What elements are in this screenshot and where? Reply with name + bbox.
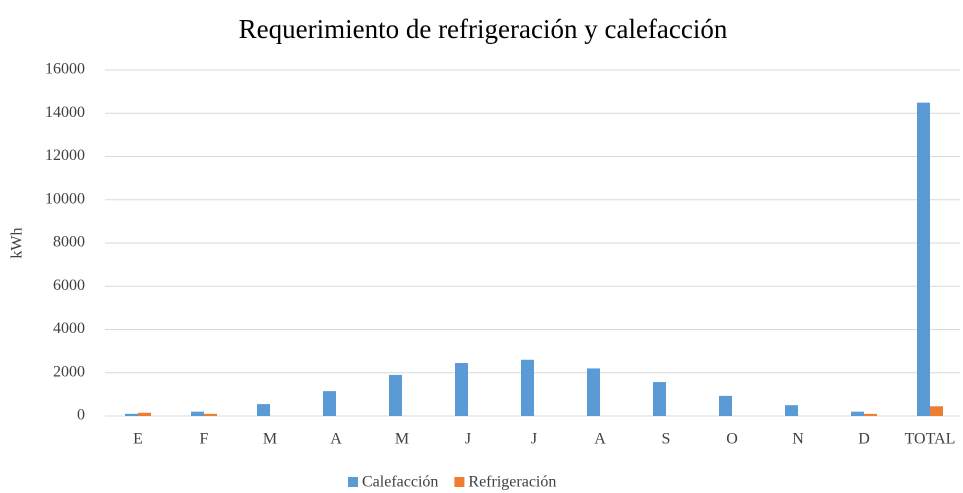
bar [191,411,204,416]
bar [389,374,402,416]
x-tick-label: J [465,431,471,448]
bar [864,413,877,416]
x-tick-label: E [133,431,143,448]
y-tick-label: 16000 [45,61,85,78]
bar [851,411,864,416]
x-tick-label: A [594,431,606,448]
x-tick-label: O [726,431,738,448]
legend-swatch [454,477,465,487]
y-tick-label: 14000 [45,104,85,121]
y-tick-label: 10000 [45,190,85,207]
bar [323,391,336,416]
bar [257,404,270,416]
bar [125,413,138,416]
y-tick-label: 8000 [53,234,85,251]
x-tick-label: S [662,431,671,448]
x-tick-label: F [200,431,209,448]
bar [138,412,151,416]
legend-label: Calefacción [362,474,438,491]
legend-swatch [348,477,358,487]
bar [785,405,798,416]
bar [653,382,666,416]
chart-title: Requerimiento de refrigeración y calefac… [239,14,728,44]
y-tick-label: 0 [77,407,85,424]
x-tick-label: J [531,431,537,448]
x-tick-label: A [330,431,342,448]
bar [521,359,534,416]
bar [455,363,468,416]
legend-label: Refrigeración [468,474,556,491]
x-tick-label: N [792,431,804,448]
y-tick-label: 2000 [53,363,85,380]
y-tick-label: 12000 [45,147,85,164]
x-tick-label: M [263,431,277,448]
bar [587,368,600,416]
y-tick-label: 4000 [53,320,85,337]
bar [930,406,943,416]
bar [917,102,930,416]
x-tick-label: M [395,431,409,448]
x-tick-label: TOTAL [905,431,956,448]
x-tick-label: D [858,431,870,448]
bar [719,395,732,416]
y-axis-label: kWh [9,227,26,258]
y-tick-label: 6000 [53,277,85,294]
bar [204,413,217,416]
